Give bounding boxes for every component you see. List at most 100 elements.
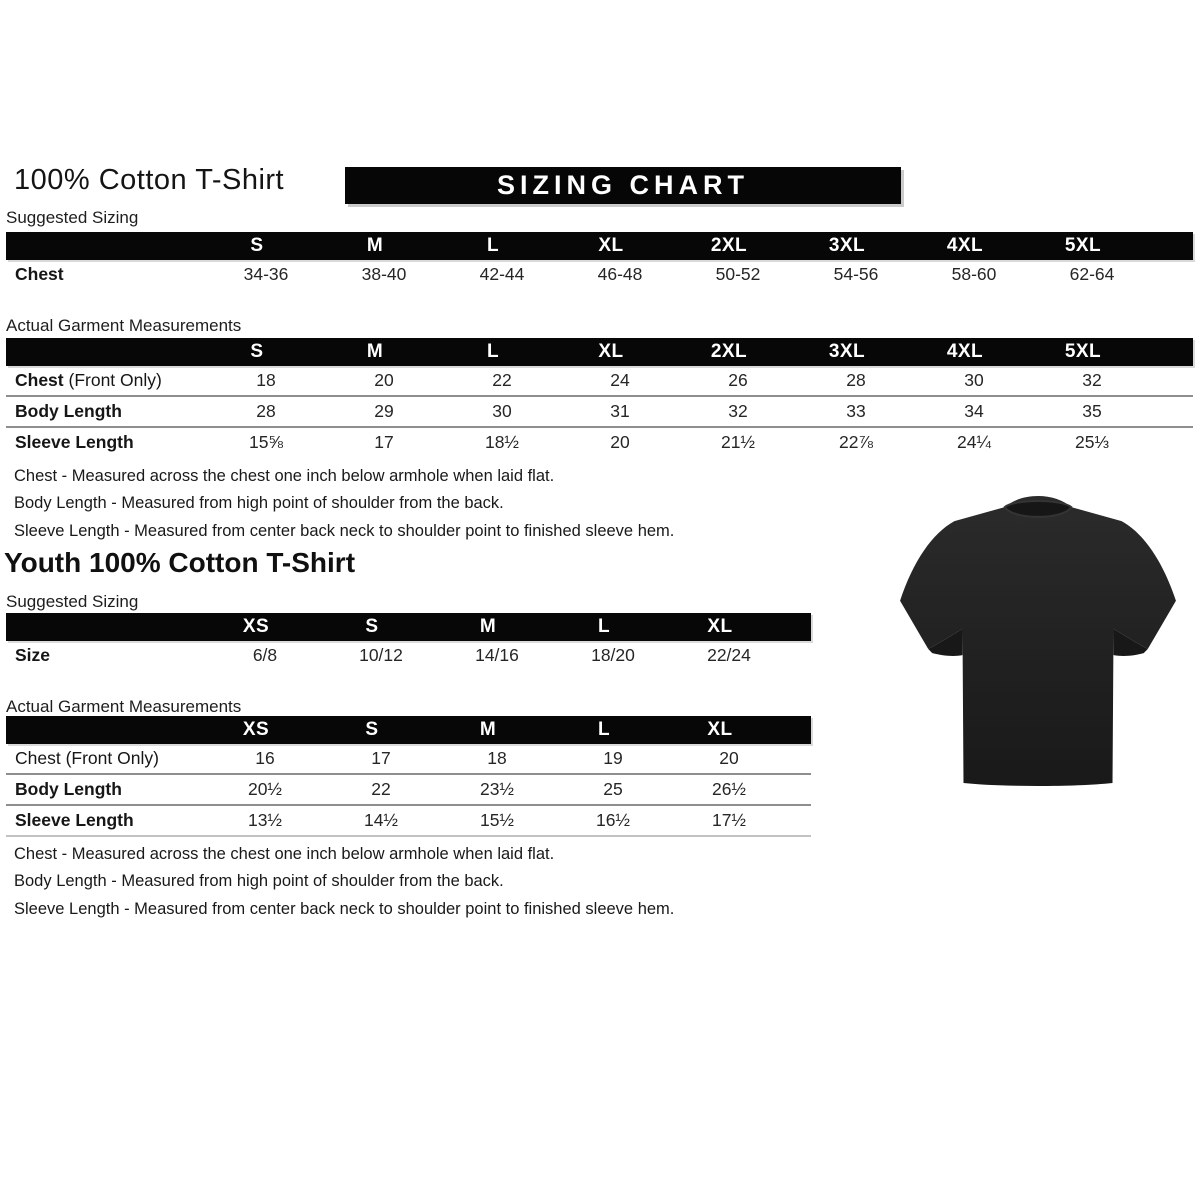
measurement-value: 32: [728, 401, 748, 421]
tshirt-collar: [1003, 500, 1073, 518]
table-row: Sleeve Length 15⅝ 17 18½ 20 21½ 22⅞ 24¼ 25⅓: [6, 428, 1193, 457]
youth-suggested-sizing-table: XS S M L XL Size 6/8 10/12 14/16 18/20 22/24: [6, 613, 811, 670]
measurement-note: Body Length - Measured from high point o…: [14, 872, 504, 891]
measurement-note: Chest - Measured across the chest one in…: [14, 467, 555, 485]
tshirt-body: [900, 496, 1176, 786]
measurement-value: 25: [603, 779, 623, 799]
measurement-value: 14/16: [475, 645, 519, 665]
measurement-value: 29: [374, 401, 394, 421]
measurement-value: 20: [374, 370, 394, 390]
measurement-value: 16½: [595, 810, 631, 830]
measurement-value: 62-64: [1069, 264, 1115, 284]
adult-actual-measurements-label: Actual Garment Measurements: [6, 316, 242, 335]
youth-actual-measurements-table: XS S M L XL Chest (Front Only) 16 17 18 19 20 Body …: [6, 716, 811, 837]
measurement-value: 42-44: [479, 264, 525, 284]
size-column-header: XS: [242, 719, 270, 740]
measurement-value: 38-40: [361, 264, 407, 284]
youth-section-title: Youth 100% Cotton T-Shirt: [4, 547, 356, 578]
row-label: Body Length: [15, 401, 122, 421]
size-column-header: M: [366, 235, 384, 256]
youth-suggested-sizing-label: Suggested Sizing: [6, 592, 139, 611]
adult-actual-measurements-table: S M L XL 2XL 3XL 4XL 5XL Chest (Front Only) 18 20 2…: [6, 338, 1193, 457]
size-column-header: L: [597, 616, 611, 637]
size-column-header: L: [486, 341, 500, 362]
measurement-value: 22/24: [707, 645, 751, 665]
row-label: Chest (Front Only): [15, 370, 162, 390]
table-header-row: XS S M L XL: [6, 716, 811, 744]
measurement-value: 23½: [479, 779, 515, 799]
measurement-note: Body Length - Measured from high point o…: [14, 494, 504, 513]
measurement-value: 33: [846, 401, 866, 421]
size-column-header: XL: [707, 719, 733, 740]
measurement-value: 54-56: [833, 264, 879, 284]
size-column-header: XL: [598, 235, 624, 256]
measurement-value: 34-36: [243, 264, 289, 284]
table-row: Size 6/8 10/12 14/16 18/20 22/24: [6, 641, 811, 670]
size-column-header: 3XL: [828, 341, 866, 362]
row-label: Sleeve Length: [15, 810, 134, 830]
adult-measurement-notes: Chest - Measured across the chest one in…: [14, 463, 674, 545]
measurement-note: Sleeve Length - Measured from center bac…: [14, 521, 675, 540]
measurement-value: 20: [610, 432, 630, 452]
measurement-value: 22⅞: [838, 432, 874, 452]
page-title: 100% Cotton T-Shirt: [14, 164, 285, 196]
measurement-value: 19: [603, 748, 623, 768]
row-label: Body Length: [15, 779, 122, 799]
youth-measurement-notes: Chest - Measured across the chest one in…: [14, 841, 674, 923]
measurement-value: 26½: [711, 779, 747, 799]
measurement-value: 10/12: [359, 645, 403, 665]
measurement-value: 15⅝: [248, 432, 284, 452]
measurement-value: 58-60: [951, 264, 997, 284]
measurement-note: Chest - Measured across the chest one in…: [14, 845, 555, 863]
measurement-value: 22: [492, 370, 512, 390]
sizing-chart-banner: SIZING CHART: [345, 167, 901, 204]
measurement-value: 15½: [479, 810, 515, 830]
measurement-value: 18/20: [591, 645, 635, 665]
measurement-value: 17½: [711, 810, 747, 830]
measurement-value: 16: [255, 748, 275, 768]
size-column-header: 4XL: [946, 235, 984, 256]
youth-actual-measurements-label: Actual Garment Measurements: [6, 697, 242, 716]
measurement-value: 22: [371, 779, 391, 799]
measurement-value: 30: [964, 370, 984, 390]
measurement-value: 6/8: [252, 645, 278, 665]
measurement-value: 26: [728, 370, 748, 390]
size-column-header: XS: [242, 616, 270, 637]
size-column-header: 2XL: [710, 235, 748, 256]
table-row: Chest 34-36 38-40 42-44 46-48 50-52 54-56 58-60…: [6, 260, 1193, 289]
table-row: Body Length 20½ 22 23½ 25 26½: [6, 775, 811, 806]
tshirt-image: [900, 496, 1176, 786]
measurement-note: Sleeve Length - Measured from center bac…: [14, 899, 675, 918]
table-row: Sleeve Length 13½ 14½ 15½ 16½ 17½: [6, 806, 811, 837]
size-column-header: 4XL: [946, 341, 984, 362]
tshirt-sleeve-shadow-left: [928, 628, 963, 656]
measurement-value: 18: [256, 370, 276, 390]
table-row: Body Length 28 29 30 31 32 33 34 35: [6, 397, 1193, 428]
measurement-value: 30: [492, 401, 512, 421]
table-header-row: XS S M L XL: [6, 613, 811, 641]
measurement-value: 20½: [247, 779, 283, 799]
measurement-value: 28: [256, 401, 276, 421]
measurement-value: 28: [846, 370, 866, 390]
measurement-value: 34: [964, 401, 984, 421]
measurement-value: 20: [719, 748, 739, 768]
size-column-header: 2XL: [710, 341, 748, 362]
row-label: Size: [15, 645, 51, 665]
size-column-header: M: [366, 341, 384, 362]
measurement-value: 31: [610, 401, 630, 421]
measurement-value: 25⅓: [1074, 432, 1110, 452]
measurement-value: 32: [1082, 370, 1102, 390]
measurement-value: 17: [371, 748, 391, 768]
measurement-value: 17: [374, 432, 394, 452]
row-label: Chest: [15, 264, 64, 284]
size-column-header: S: [250, 341, 264, 362]
size-column-header: S: [365, 616, 379, 637]
table-row: Chest (Front Only) 18 20 22 24 26 28 30 32: [6, 366, 1193, 397]
size-column-header: L: [486, 235, 500, 256]
size-column-header: 5XL: [1064, 235, 1102, 256]
size-column-header: XL: [598, 341, 624, 362]
size-column-header: S: [365, 719, 379, 740]
row-label: Sleeve Length: [15, 432, 134, 452]
size-column-header: 3XL: [828, 235, 866, 256]
measurement-value: 14½: [363, 810, 399, 830]
